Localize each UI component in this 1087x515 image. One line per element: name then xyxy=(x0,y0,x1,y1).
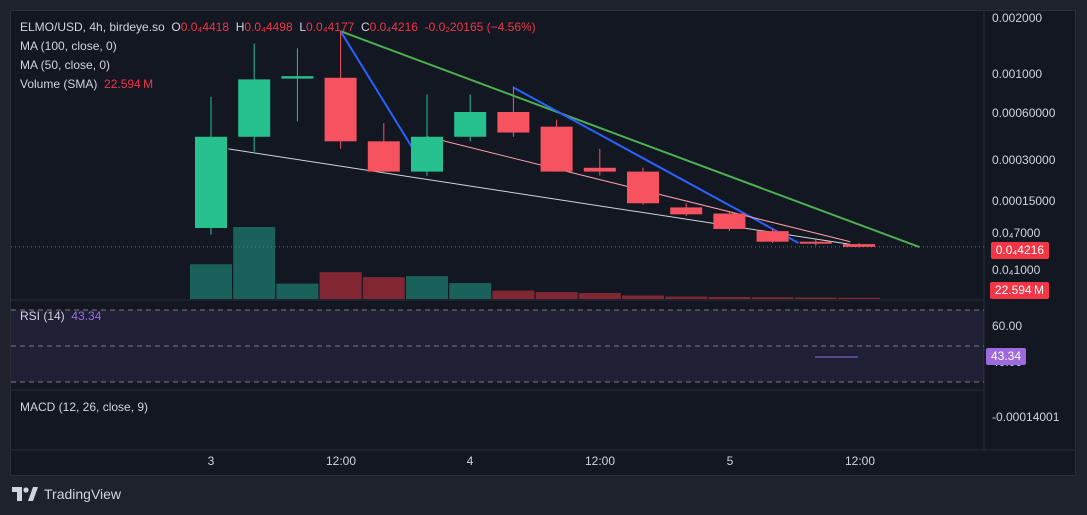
trendline-support-white xyxy=(228,148,851,245)
time-tick-label: 12:00 xyxy=(845,454,875,468)
macd-tick-label: -0.00014001 xyxy=(992,410,1060,424)
price-tick-label: 0.00015000 xyxy=(992,194,1056,208)
price-tick-label: 0.001000 xyxy=(992,67,1042,81)
candle-body xyxy=(756,231,789,242)
time-tick-label: 12:00 xyxy=(326,454,356,468)
legend-ma100[interactable]: MA (100, close, 0) xyxy=(20,37,117,55)
price-tick-label: 0.002000 xyxy=(992,11,1042,25)
candle-body xyxy=(799,241,832,244)
legend-ma50[interactable]: MA (50, close, 0) xyxy=(20,56,110,74)
candle-body xyxy=(281,76,314,79)
volume-bar xyxy=(665,296,708,299)
rsi-label: RSI (14) xyxy=(20,309,65,323)
volume-bar xyxy=(708,297,751,299)
price-tick-label: 0.00060000 xyxy=(992,106,1056,120)
low-value: 0.0₄4177 xyxy=(306,20,355,34)
tradingview-icon xyxy=(12,487,38,501)
trendline-green xyxy=(340,30,920,249)
price-tick-label: 0.0₄7000 xyxy=(992,226,1041,240)
volume-bar xyxy=(362,277,405,299)
candle-body xyxy=(713,213,746,229)
volume-bar xyxy=(492,290,535,299)
last-price-tag: 0.0₄4216 xyxy=(990,242,1049,259)
price-tick-label: 0.00030000 xyxy=(992,153,1056,167)
low-label: L xyxy=(299,20,307,34)
volume-bar xyxy=(838,297,880,299)
candle-body xyxy=(583,167,616,172)
volume-bar xyxy=(794,297,837,299)
volume-bar xyxy=(233,227,276,299)
volume-bar xyxy=(535,292,578,299)
candle-body xyxy=(670,207,703,215)
time-tick-label: 12:00 xyxy=(585,454,615,468)
rsi-tag: 43.34 xyxy=(986,348,1027,365)
volume-value: 22.594 M xyxy=(104,77,154,91)
open-label: O xyxy=(171,20,181,34)
price-tick-label: 0.0₄1000 xyxy=(992,263,1041,277)
symbol-label[interactable]: ELMO/USD, 4h, birdeye.so xyxy=(20,20,165,34)
candle-body xyxy=(367,141,400,172)
volume-bar xyxy=(319,272,362,299)
volume-bar xyxy=(406,276,448,299)
rsi-tick-label: 60.00 xyxy=(992,319,1022,333)
time-tick-label: 5 xyxy=(727,454,734,468)
volume-bar xyxy=(751,297,794,299)
volume-bar xyxy=(622,295,664,299)
candle-body xyxy=(454,111,487,137)
candle-body xyxy=(627,171,659,204)
candle-body xyxy=(540,126,573,172)
legend-header: ELMO/USD, 4h, birdeye.so O0.0₄4418 H0.0₄… xyxy=(20,18,536,36)
high-label: H xyxy=(235,20,245,34)
high-value: 0.0₄4498 xyxy=(244,20,293,34)
candle-body xyxy=(411,136,443,172)
ma50-label: MA (50, close, 0) xyxy=(20,58,111,72)
volume-bar xyxy=(449,283,492,299)
rsi-value: 43.34 xyxy=(71,309,102,323)
change-value: -0.0₂20165 (−4.56%) xyxy=(424,20,536,34)
candle-body xyxy=(195,136,227,228)
macd-label: MACD (12, 26, close, 9) xyxy=(20,400,149,414)
legend-macd[interactable]: MACD (12, 26, close, 9) xyxy=(20,398,148,416)
candle-body xyxy=(238,79,271,137)
candle-body xyxy=(843,244,875,247)
tradingview-text: TradingView xyxy=(44,486,122,502)
open-value: 0.0₄4418 xyxy=(180,20,230,34)
time-tick-label: 3 xyxy=(208,454,215,468)
candle-body xyxy=(324,77,357,142)
ma100-label: MA (100, close, 0) xyxy=(20,39,117,53)
volume-tag: 22.594 M xyxy=(989,282,1049,299)
close-value: 0.0₄4216 xyxy=(369,20,418,34)
volume-label: Volume (SMA) xyxy=(20,77,98,91)
legend-rsi[interactable]: RSI (14) 43.34 xyxy=(20,307,101,325)
close-label: C xyxy=(360,20,370,34)
chart-frame[interactable] xyxy=(10,10,1076,476)
candle-body xyxy=(497,111,530,133)
volume-bar xyxy=(190,264,232,299)
volume-bar xyxy=(276,283,319,299)
time-tick-label: 4 xyxy=(467,454,474,468)
volume-bar xyxy=(578,293,621,299)
legend-volume[interactable]: Volume (SMA) 22.594 M xyxy=(20,75,153,93)
tradingview-logo[interactable]: TradingView xyxy=(12,486,121,502)
